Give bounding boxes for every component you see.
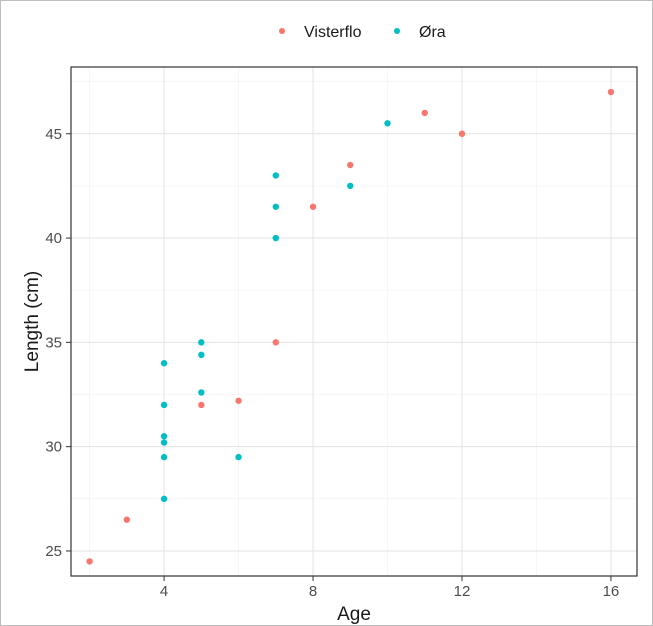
data-point-ora	[198, 351, 205, 359]
data-point-visterflo	[235, 397, 242, 404]
x-tick-label: 12	[454, 583, 471, 600]
data-point-visterflo	[272, 339, 280, 346]
data-point-ora	[160, 433, 168, 440]
legend-marker-visterflo	[279, 28, 285, 34]
data-point-visterflo	[607, 88, 615, 96]
data-point-ora	[160, 453, 168, 461]
data-point-ora	[235, 453, 242, 461]
y-tick-label: 25	[45, 543, 62, 560]
data-point-visterflo	[347, 161, 354, 169]
y-tick-label: 40	[45, 230, 62, 247]
data-point-ora	[160, 495, 168, 503]
y-tick-label: 45	[45, 126, 62, 143]
y-axis-title: Length (cm)	[22, 271, 43, 372]
data-point-visterflo	[309, 203, 317, 210]
data-point-ora	[347, 182, 354, 190]
data-point-ora	[384, 120, 391, 127]
axis-ticks: 4 8 12 16 25 30 35 40 45	[45, 126, 619, 600]
data-point-visterflo	[421, 109, 428, 117]
data-point-ora	[272, 234, 280, 242]
legend-marker-ora	[394, 28, 400, 34]
data-point-ora	[272, 203, 280, 210]
legend-label-visterflo: Visterflo	[304, 24, 362, 41]
data-point-ora	[160, 401, 168, 409]
data-point-ora	[198, 389, 205, 396]
data-points	[86, 88, 615, 565]
x-axis-title: Age	[337, 604, 371, 625]
data-point-ora	[272, 172, 280, 179]
plot-panel	[70, 66, 638, 577]
data-point-ora	[160, 360, 168, 367]
legend: Visterflo Øra	[279, 24, 446, 41]
y-tick-label: 30	[45, 439, 62, 456]
y-tick-label: 35	[45, 334, 62, 351]
data-point-ora	[198, 339, 205, 346]
legend-label-ora: Øra	[419, 24, 446, 41]
grid	[71, 67, 637, 576]
data-point-visterflo	[86, 558, 93, 565]
data-point-visterflo	[123, 516, 131, 523]
x-tick-label: 8	[309, 583, 317, 600]
data-point-visterflo	[458, 130, 466, 137]
data-point-visterflo	[198, 401, 205, 409]
x-tick-label: 16	[603, 583, 620, 600]
data-point-ora	[160, 439, 168, 446]
x-tick-label: 4	[160, 583, 168, 600]
